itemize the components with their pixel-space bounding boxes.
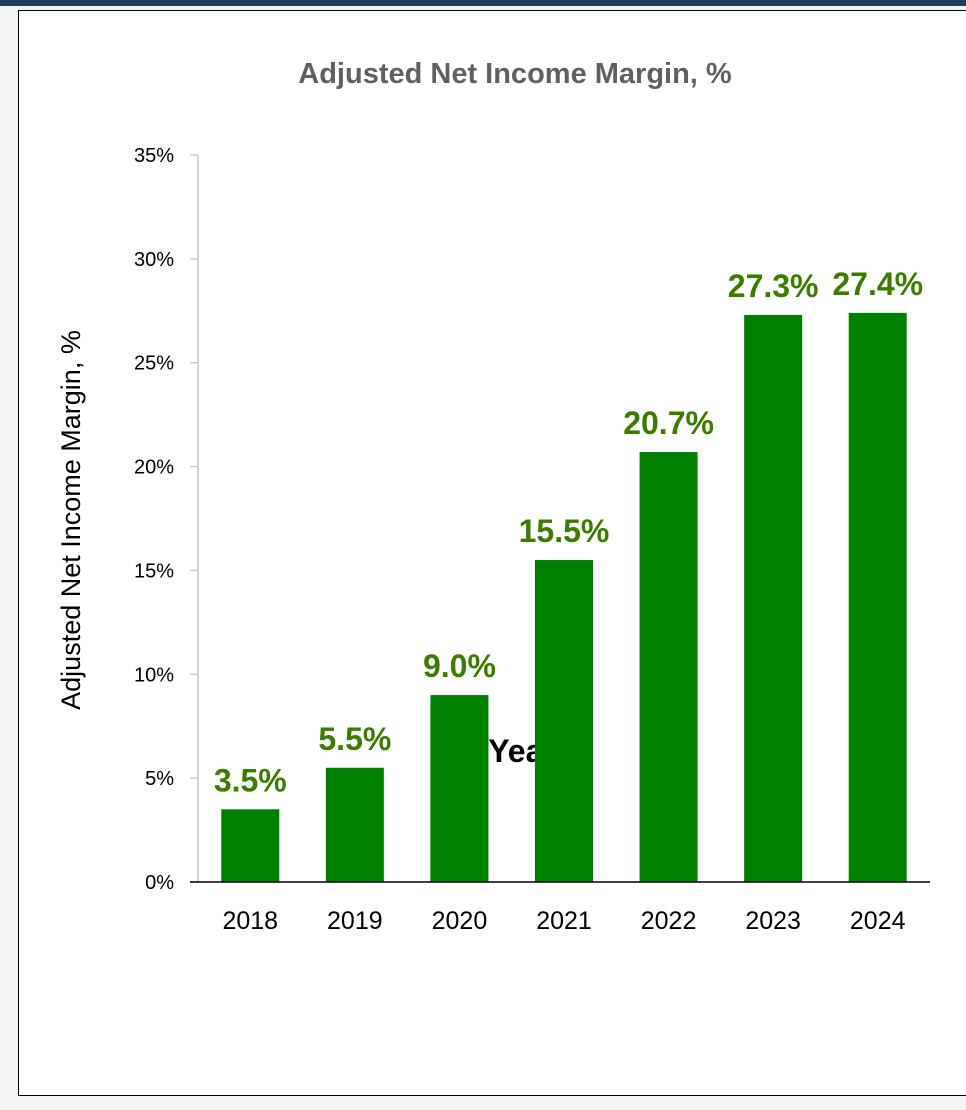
bars-group: 3.5% 5.5% 9.0% 15.5% 20.7% 27.3% 27.4% bbox=[214, 266, 923, 882]
bar-2020 bbox=[430, 695, 489, 882]
y-tick-label: 15% bbox=[134, 560, 174, 582]
chart-frame bbox=[18, 10, 966, 1096]
chart-title: Adjusted Net Income Margin, % bbox=[298, 58, 732, 90]
data-label-2023: 27.3% bbox=[728, 268, 819, 304]
y-tick-label: 5% bbox=[145, 768, 174, 790]
y-tick-label: 25% bbox=[134, 353, 174, 375]
bar-2022 bbox=[639, 452, 698, 882]
x-tick-label: 2023 bbox=[745, 907, 801, 935]
x-tick-label: 2024 bbox=[850, 907, 906, 935]
data-label-2024: 27.4% bbox=[832, 266, 923, 302]
y-tick-label: 0% bbox=[145, 872, 174, 894]
x-tick-label: 2020 bbox=[432, 907, 488, 935]
y-tick-label: 20% bbox=[134, 457, 174, 479]
bar-2019 bbox=[325, 767, 384, 882]
x-tick-label: 2021 bbox=[536, 907, 592, 935]
data-label-2022: 20.7% bbox=[623, 405, 714, 441]
bar-2021 bbox=[535, 560, 593, 882]
y-tick-label: 10% bbox=[134, 664, 174, 686]
y-tick-label: 30% bbox=[134, 249, 174, 271]
x-tick-label: 2022 bbox=[641, 907, 697, 935]
y-axis: 0% 5% 10% 15% 20% 25% 30% 35% bbox=[134, 145, 199, 894]
data-label-2021: 15.5% bbox=[519, 513, 610, 549]
data-label-2019: 5.5% bbox=[318, 721, 391, 757]
x-tick-label: 2018 bbox=[222, 907, 278, 935]
bar-2024 bbox=[848, 312, 907, 882]
x-tick-label: 2019 bbox=[327, 907, 383, 935]
top-accent-bar bbox=[0, 0, 966, 6]
x-axis: 2018 2019 2020 2021 2022 2023 2024 bbox=[190, 881, 930, 935]
bar-2018 bbox=[221, 809, 280, 882]
y-axis-title: Adjusted Net Income Margin, % bbox=[56, 330, 86, 710]
bar-2023 bbox=[744, 314, 803, 882]
data-label-2020: 9.0% bbox=[423, 648, 496, 684]
data-label-2018: 3.5% bbox=[214, 762, 287, 798]
y-tick-label: 35% bbox=[134, 145, 174, 167]
